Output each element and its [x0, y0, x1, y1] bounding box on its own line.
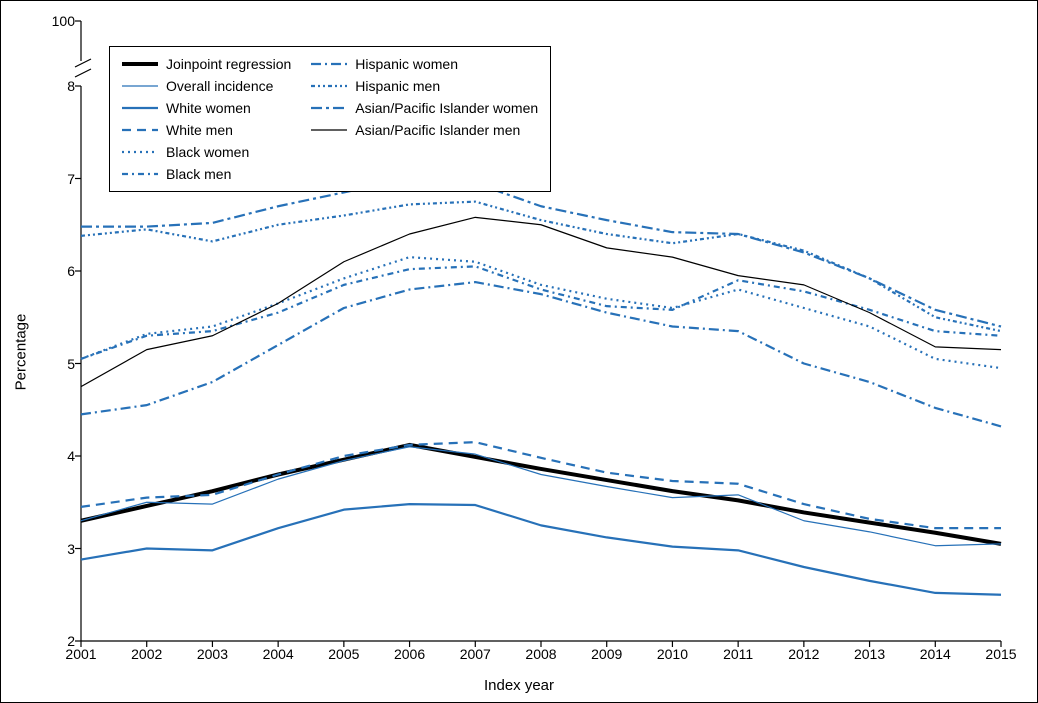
x-tick-label: 2004 — [263, 646, 294, 662]
legend-label: Hispanic men — [355, 78, 440, 94]
legend-label: White women — [166, 100, 251, 116]
series-joinpoint — [81, 445, 1001, 544]
legend-swatch — [122, 101, 158, 115]
x-tick-label: 2001 — [65, 646, 96, 662]
legend-label: Hispanic women — [355, 56, 458, 72]
x-tick-label: 2007 — [460, 646, 491, 662]
x-tick-label: 2003 — [197, 646, 228, 662]
x-tick-label: 2009 — [591, 646, 622, 662]
legend-item-black_men: Black men — [122, 165, 291, 183]
legend-label: Asian/Pacific Islander women — [355, 100, 538, 116]
x-tick-label: 2011 — [723, 646, 753, 662]
x-tick-label: 2002 — [131, 646, 162, 662]
legend-swatch — [311, 79, 347, 93]
legend-item-overall: Overall incidence — [122, 77, 291, 95]
y-tick-label: 6 — [45, 263, 75, 279]
series-api_women — [81, 179, 1001, 327]
legend-item-api_women: Asian/Pacific Islander women — [311, 99, 538, 117]
legend-label: Black women — [166, 144, 249, 160]
legend-swatch — [311, 123, 347, 137]
legend-swatch — [122, 79, 158, 93]
x-tick-label: 2005 — [328, 646, 359, 662]
x-tick-label: 2006 — [394, 646, 425, 662]
x-tick-label: 2013 — [854, 646, 885, 662]
y-tick-label: 7 — [45, 171, 75, 187]
legend-swatch — [311, 57, 347, 71]
series-hispanic_women — [81, 282, 1001, 426]
legend-item-black_women: Black women — [122, 143, 291, 161]
legend: Joinpoint regression Overall incidence Whi… — [109, 46, 551, 192]
x-tick-label: 2010 — [657, 646, 688, 662]
legend-item-api_men: Asian/Pacific Islander men — [311, 121, 538, 139]
series-white_men — [81, 442, 1001, 528]
x-tick-label: 2015 — [985, 646, 1016, 662]
legend-item-hispanic_men: Hispanic men — [311, 77, 538, 95]
x-tick-label: 2012 — [788, 646, 819, 662]
chart-container: Percentage Index year 2345678100 2001200… — [0, 0, 1038, 703]
x-tick-label: 2014 — [920, 646, 951, 662]
y-tick-label-top: 100 — [45, 13, 75, 29]
legend-label: White men — [166, 122, 233, 138]
legend-item-hispanic_women: Hispanic women — [311, 55, 538, 73]
series-overall — [81, 447, 1001, 546]
legend-item-white_women: White women — [122, 99, 291, 117]
legend-swatch — [122, 57, 158, 71]
y-tick-label: 3 — [45, 541, 75, 557]
legend-label: Black men — [166, 166, 231, 182]
y-axis-label: Percentage — [13, 313, 30, 390]
legend-label: Asian/Pacific Islander men — [355, 122, 520, 138]
y-tick-label: 4 — [45, 448, 75, 464]
series-api_men — [81, 217, 1001, 386]
legend-swatch — [311, 101, 347, 115]
x-tick-label: 2008 — [525, 646, 556, 662]
legend-label: Overall incidence — [166, 78, 273, 94]
legend-item-white_men: White men — [122, 121, 291, 139]
y-tick-label: 8 — [45, 78, 75, 94]
legend-swatch — [122, 145, 158, 159]
legend-swatch — [122, 167, 158, 181]
series-black_men — [81, 266, 1001, 359]
legend-item-joinpoint: Joinpoint regression — [122, 55, 291, 73]
legend-swatch — [122, 123, 158, 137]
legend-label: Joinpoint regression — [166, 56, 291, 72]
series-black_women — [81, 257, 1001, 368]
x-axis-label: Index year — [484, 677, 554, 694]
y-tick-label: 5 — [45, 356, 75, 372]
